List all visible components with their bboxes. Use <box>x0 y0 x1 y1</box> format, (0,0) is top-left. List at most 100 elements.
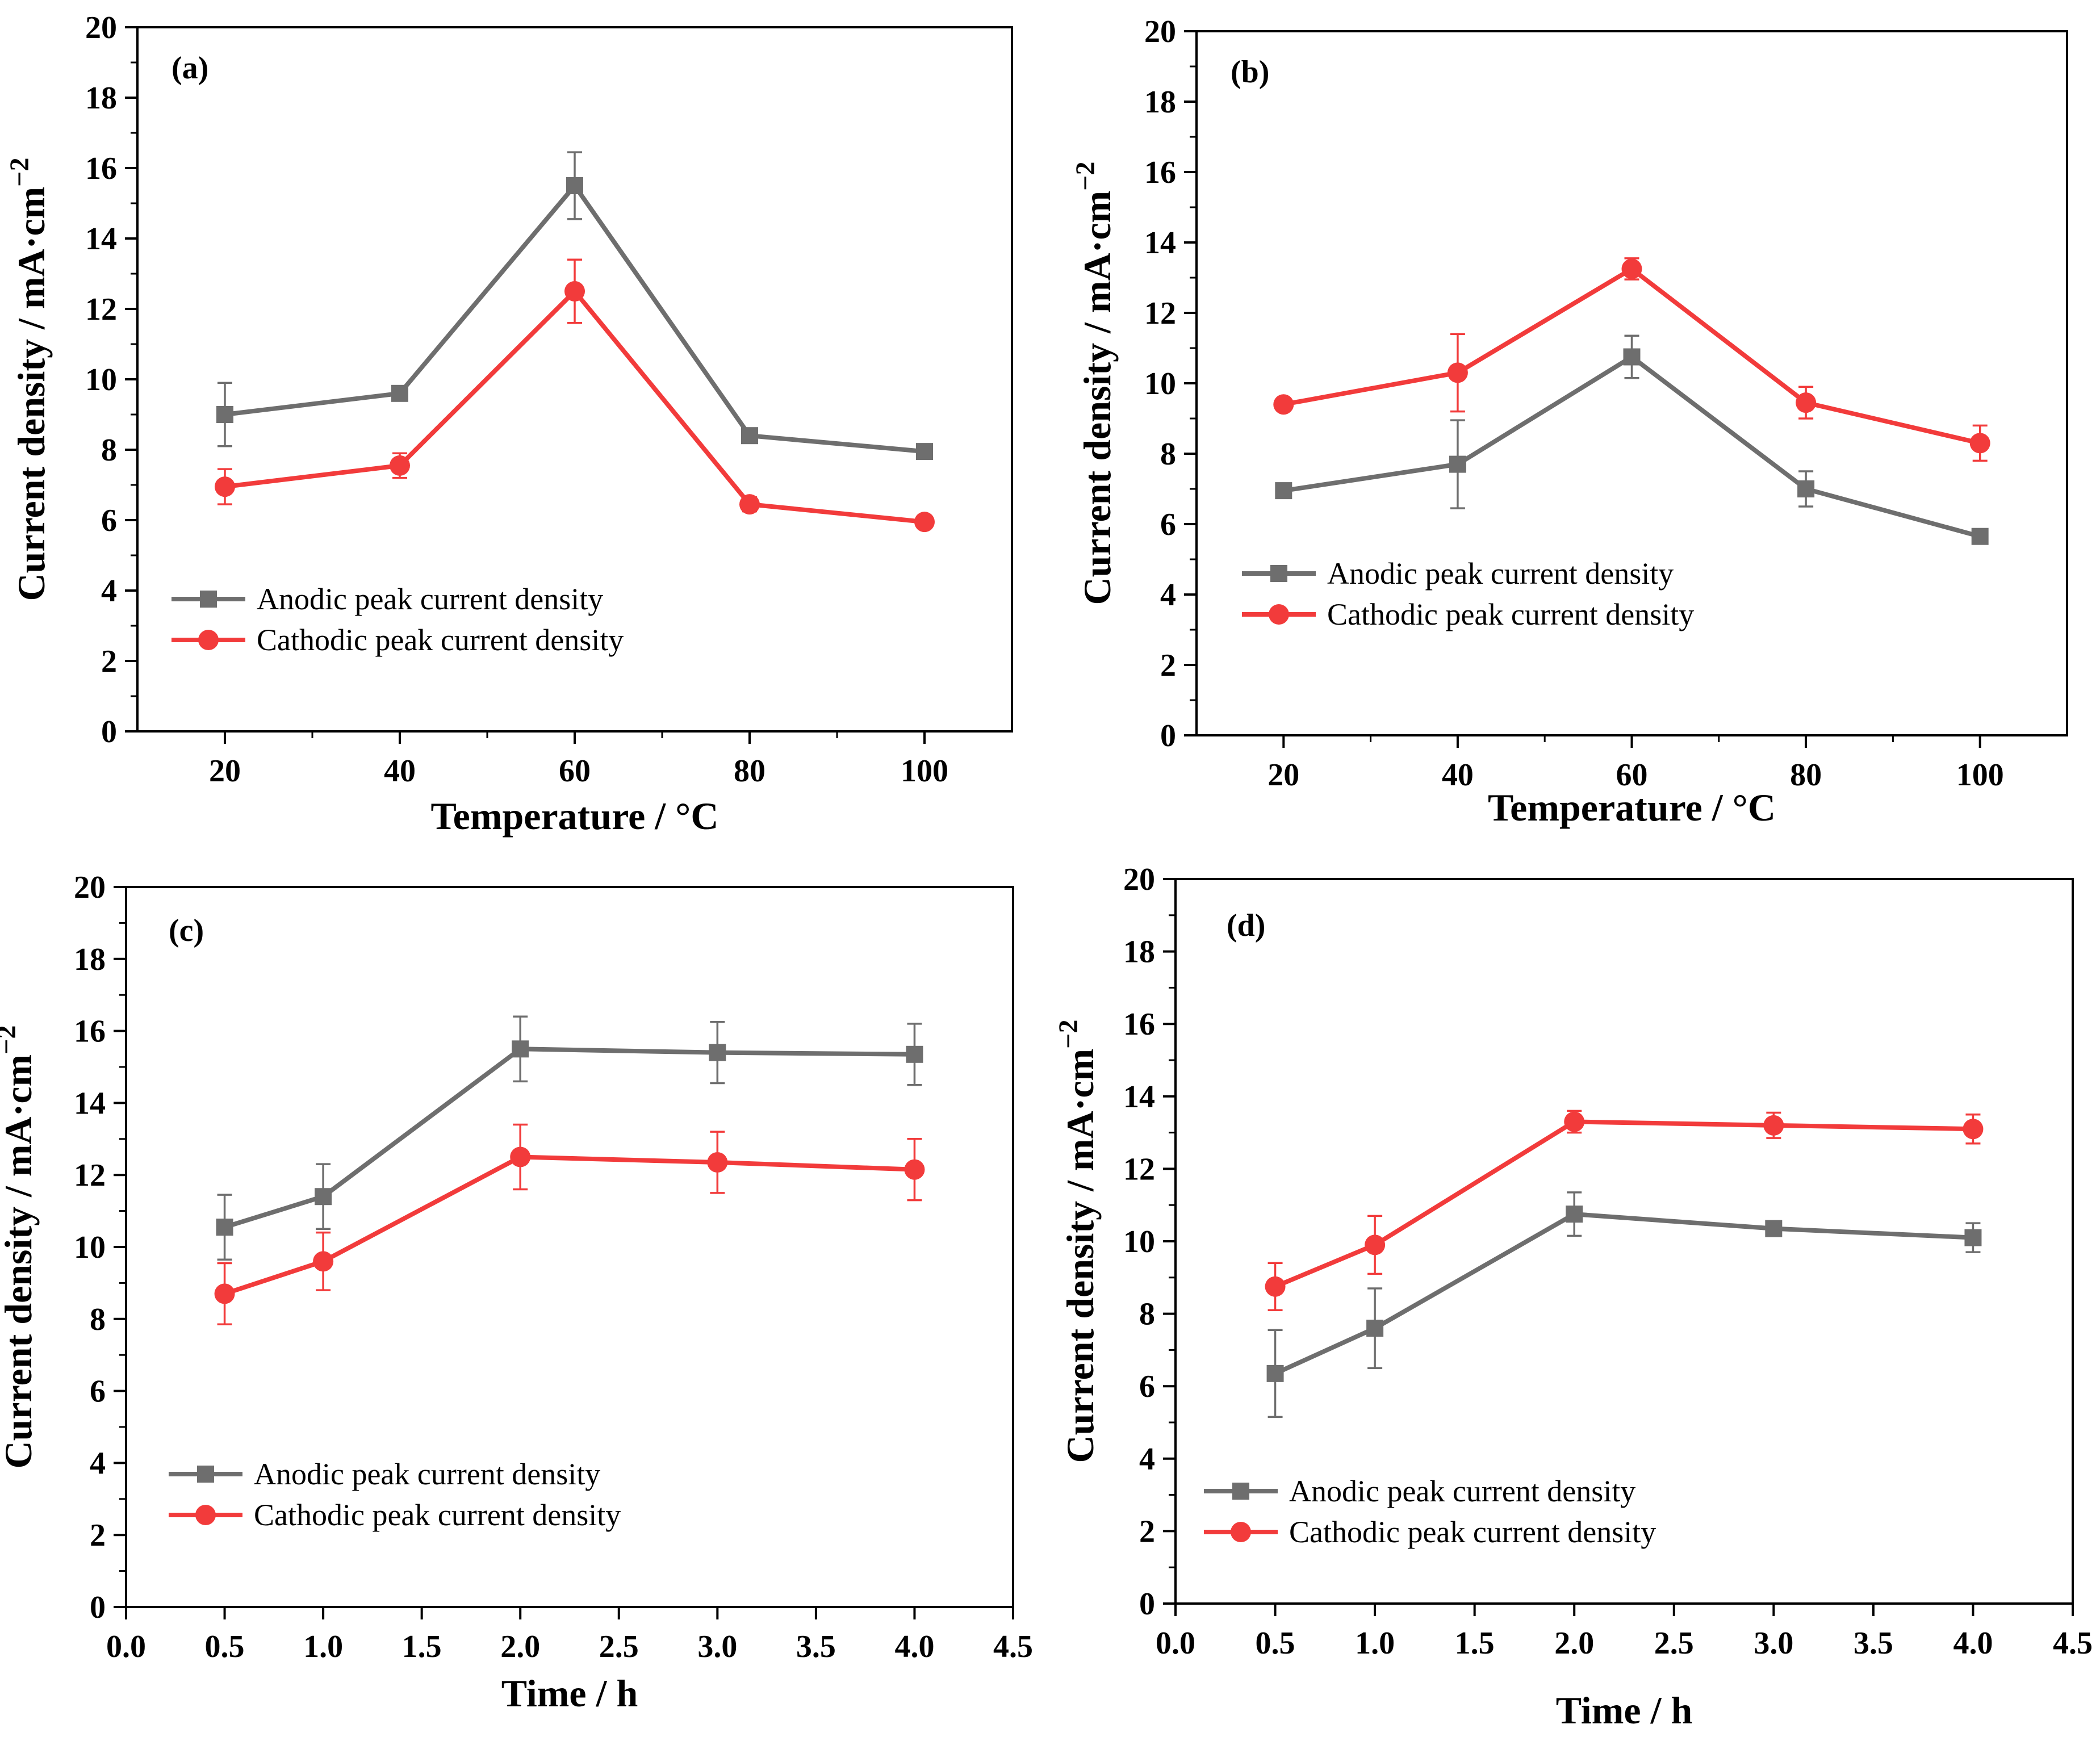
x-tick-label: 80 <box>1790 757 1822 793</box>
y-tick-label: 10 <box>85 362 117 397</box>
x-axis-title: Time / h <box>501 1672 638 1715</box>
data-point <box>216 1219 233 1236</box>
y-tick-label: 12 <box>1144 296 1176 331</box>
legend-marker <box>195 1505 216 1525</box>
y-tick-label: 2 <box>1160 648 1176 683</box>
legend: Anodic peak current density Cathodic peak… <box>1242 556 1694 631</box>
y-tick-label: 10 <box>1144 366 1176 401</box>
x-tick-label: 80 <box>734 754 765 789</box>
y-axis-title-superscript: −2 <box>1053 1019 1084 1048</box>
y-axis-title: Current density / mA·cm−2 <box>5 157 53 601</box>
data-point <box>1273 394 1294 415</box>
panel-label: (c) <box>169 913 204 948</box>
series-cathodic <box>214 1123 925 1326</box>
panel-label: (b) <box>1231 55 1269 90</box>
y-tick-label: 12 <box>85 292 117 327</box>
legend: Anodic peak current density Cathodic peak… <box>171 582 624 657</box>
x-tick-label: 4.5 <box>2053 1626 2093 1661</box>
data-point <box>1797 480 1815 497</box>
x-tick-label: 1.0 <box>1355 1626 1395 1661</box>
y-axis-title-main: Current density / mA·cm <box>0 1054 40 1469</box>
y-tick-label: 10 <box>1123 1224 1155 1259</box>
data-point <box>1266 1365 1284 1382</box>
y-tick-label: 18 <box>1123 935 1155 970</box>
data-point <box>1964 1229 1982 1246</box>
data-point <box>510 1146 531 1167</box>
legend-marker <box>1270 565 1287 582</box>
data-point <box>709 1044 726 1061</box>
y-tick-label: 6 <box>1160 507 1176 542</box>
y-tick-label: 4 <box>101 574 117 609</box>
data-point <box>739 494 760 515</box>
x-tick-label: 0.5 <box>205 1629 245 1664</box>
y-tick-label: 0 <box>1160 718 1176 754</box>
data-point <box>906 1045 923 1063</box>
y-tick-label: 14 <box>1123 1079 1155 1115</box>
y-tick-label: 4 <box>90 1446 106 1481</box>
legend-marker <box>1231 1522 1251 1542</box>
series-line <box>224 1154 915 1296</box>
y-tick-label: 16 <box>1144 155 1176 190</box>
data-point <box>1623 348 1641 366</box>
x-tick-label: 60 <box>559 754 591 789</box>
y-axis-title-main: Current density / mA·cm <box>1076 191 1119 605</box>
x-tick-label: 3.0 <box>697 1629 737 1664</box>
x-tick-label: 40 <box>1442 757 1474 793</box>
data-point <box>216 406 233 423</box>
data-point <box>1969 433 1990 454</box>
series-line <box>1274 1119 1973 1289</box>
y-axis-title-superscript: −2 <box>5 157 35 186</box>
x-tick-label: 2.5 <box>1654 1626 1694 1661</box>
legend-label: Cathodic peak current density <box>1327 597 1694 631</box>
y-tick-label: 16 <box>1123 1007 1155 1042</box>
y-axis-title: Current density / mA·cm−2 <box>1053 1019 1102 1463</box>
legend: Anodic peak current density Cathodic peak… <box>169 1457 621 1532</box>
x-tick-label: 1.0 <box>303 1629 343 1664</box>
data-point <box>215 476 235 497</box>
legend-label: Anodic peak current density <box>257 582 603 616</box>
data-point <box>1796 392 1817 413</box>
y-tick-label: 0 <box>101 714 117 750</box>
y-tick-label: 20 <box>85 10 117 45</box>
y-tick-label: 0 <box>90 1590 106 1625</box>
data-point <box>1449 455 1466 473</box>
chart-panel-1: 0 2 4 6 8 10 12 14 16 18 20 20 40 60 80 100 Temperature … <box>5 10 1013 838</box>
legend-label: Anodic peak current density <box>1327 556 1674 591</box>
x-tick-label: 4.0 <box>1953 1626 1993 1661</box>
x-tick-label: 0.0 <box>106 1629 146 1664</box>
x-tick-label: 3.0 <box>1754 1626 1793 1661</box>
data-point <box>916 443 933 461</box>
y-tick-label: 10 <box>74 1230 106 1265</box>
y-tick-label: 20 <box>74 870 106 905</box>
data-point <box>315 1188 332 1206</box>
data-point <box>390 455 410 476</box>
y-tick-label: 6 <box>101 503 117 538</box>
legend: Anodic peak current density Cathodic peak… <box>1204 1474 1656 1549</box>
series-cathodic <box>1265 1110 1984 1311</box>
data-point <box>914 512 935 533</box>
x-tick-label: 60 <box>1616 757 1648 793</box>
data-point <box>391 384 408 402</box>
y-tick-label: 12 <box>1123 1152 1155 1187</box>
data-point <box>1566 1206 1583 1223</box>
y-tick-label: 6 <box>90 1374 106 1409</box>
x-tick-label: 100 <box>901 754 948 789</box>
data-point <box>707 1152 728 1173</box>
y-tick-label: 14 <box>74 1086 106 1121</box>
y-tick-label: 4 <box>1160 577 1176 613</box>
y-tick-label: 8 <box>1160 437 1176 472</box>
x-axis-title: Time / h <box>1556 1689 1693 1732</box>
x-tick-label: 0.0 <box>1156 1626 1195 1661</box>
y-tick-label: 2 <box>101 644 117 679</box>
data-point <box>1564 1111 1585 1132</box>
panel-label: (a) <box>171 51 208 86</box>
y-tick-label: 14 <box>85 221 117 257</box>
x-tick-label: 2.5 <box>599 1629 639 1664</box>
y-tick-label: 20 <box>1123 862 1155 897</box>
data-point <box>566 177 583 194</box>
data-point <box>1265 1276 1286 1297</box>
y-tick-label: 12 <box>74 1158 106 1193</box>
legend-marker <box>200 591 217 608</box>
y-tick-label: 0 <box>1139 1587 1155 1622</box>
legend-label: Anodic peak current density <box>1289 1474 1635 1508</box>
